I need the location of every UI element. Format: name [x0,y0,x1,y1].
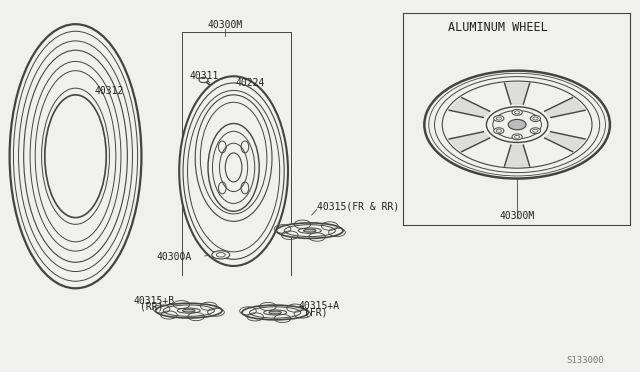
Circle shape [486,107,548,142]
Text: 40300M: 40300M [499,211,535,221]
Ellipse shape [182,309,195,312]
Text: 40312: 40312 [95,86,124,96]
Circle shape [557,116,586,133]
Text: ALUMINUM WHEEL: ALUMINUM WHEEL [448,22,548,34]
Ellipse shape [179,76,288,266]
Ellipse shape [45,95,106,218]
Text: 40224: 40224 [236,78,265,87]
Text: (FR): (FR) [304,307,328,317]
Polygon shape [449,132,490,152]
Ellipse shape [269,311,282,314]
Ellipse shape [212,251,230,259]
Circle shape [424,71,610,179]
Text: 40300A: 40300A [157,253,192,262]
Circle shape [531,115,541,121]
Circle shape [508,119,526,130]
Ellipse shape [10,24,141,288]
Ellipse shape [156,303,222,318]
Text: 40300M: 40300M [207,20,243,30]
Circle shape [476,89,504,105]
Polygon shape [504,83,530,104]
Text: 40311: 40311 [189,71,219,81]
Polygon shape [449,97,490,118]
Circle shape [512,109,522,115]
Text: 40315+A: 40315+A [299,301,340,311]
Polygon shape [504,145,530,166]
Circle shape [493,128,504,134]
Circle shape [530,144,559,160]
Circle shape [493,115,504,121]
Circle shape [512,134,522,140]
Text: S133000: S133000 [566,356,604,365]
Circle shape [530,89,559,105]
Ellipse shape [220,143,248,192]
Ellipse shape [276,223,343,238]
Circle shape [199,77,208,83]
Polygon shape [545,97,585,118]
Polygon shape [545,132,585,152]
Text: 40315+B: 40315+B [133,296,174,305]
Circle shape [476,144,504,160]
Ellipse shape [303,229,316,232]
Circle shape [442,81,592,168]
Circle shape [449,116,477,133]
Text: 40315(FR & RR): 40315(FR & RR) [317,202,400,211]
Text: (RR): (RR) [140,302,164,311]
Circle shape [531,128,541,134]
Ellipse shape [242,305,308,320]
